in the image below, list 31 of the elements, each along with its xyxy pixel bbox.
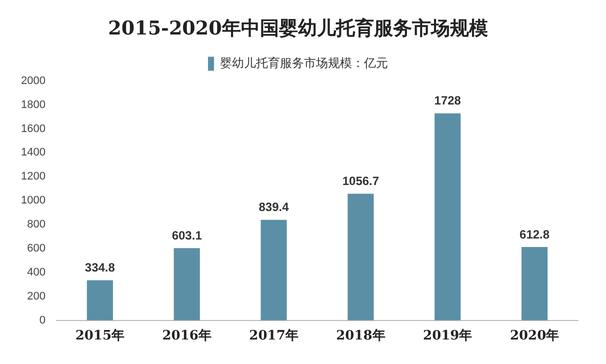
x-tick-label: 2019年 bbox=[423, 328, 472, 344]
y-tick-label: 200 bbox=[27, 290, 46, 302]
x-tick-label: 2015年 bbox=[75, 328, 125, 344]
bar bbox=[348, 194, 374, 320]
y-tick-label: 0 bbox=[39, 314, 46, 326]
x-tick-label: 2016年 bbox=[162, 328, 212, 344]
y-tick-label: 1600 bbox=[20, 122, 46, 135]
bar bbox=[86, 280, 113, 320]
y-tick-label: 1200 bbox=[20, 170, 46, 183]
bar bbox=[260, 220, 287, 320]
y-tick-label: 1800 bbox=[20, 98, 46, 111]
bar bbox=[522, 246, 548, 320]
chart-title: 2015-2020年中国婴幼儿托育服务市场规模 bbox=[108, 17, 488, 40]
y-tick-label: 600 bbox=[27, 242, 46, 255]
y-tick-label: 1000 bbox=[20, 194, 46, 207]
data-label: 1056.7 bbox=[342, 174, 380, 188]
y-tick-label: 800 bbox=[27, 218, 46, 231]
legend-label: 婴幼儿托育服务市场规模：亿元 bbox=[220, 56, 388, 70]
bar bbox=[434, 113, 461, 320]
data-label: 612.8 bbox=[520, 227, 550, 242]
bar bbox=[174, 248, 200, 320]
y-tick-label: 400 bbox=[27, 266, 46, 279]
data-label: 839.4 bbox=[258, 200, 290, 214]
y-tick-label: 1400 bbox=[20, 146, 46, 159]
y-tick-label: 2000 bbox=[20, 74, 46, 87]
data-label: 334.8 bbox=[84, 260, 116, 275]
x-tick-label: 2020年 bbox=[510, 328, 560, 344]
data-label: 603.1 bbox=[172, 228, 202, 242]
x-tick-label: 2018年 bbox=[336, 328, 386, 344]
x-tick-label: 2017年 bbox=[249, 328, 298, 344]
data-label: 1728 bbox=[434, 94, 462, 108]
